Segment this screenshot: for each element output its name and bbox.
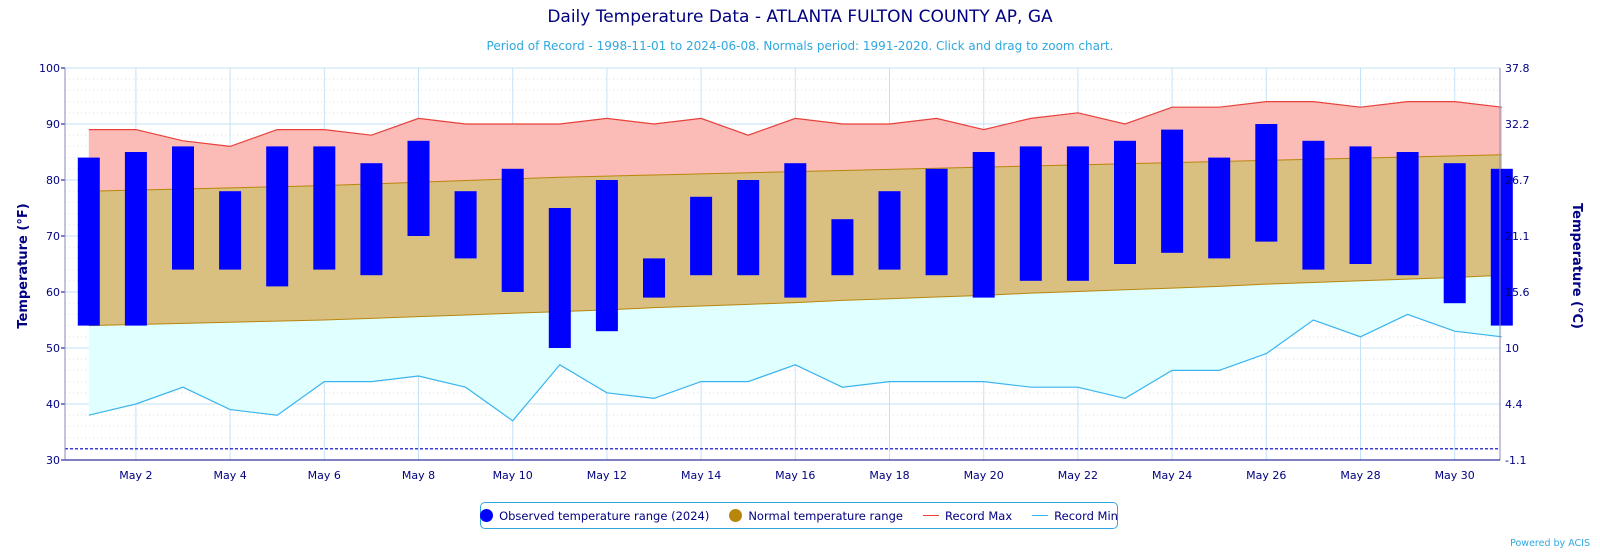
y-tick-label-left: 30 (46, 454, 60, 467)
observed-bar[interactable] (1019, 146, 1042, 281)
observed-bar[interactable] (1161, 129, 1184, 253)
x-tick-label: May 2 (119, 469, 152, 482)
temperature-chart[interactable]: 30 -1.1 40 4.4 50 10 60 15.6 70 21.1 80 26.7 90 32.2 1… (0, 0, 1600, 500)
legend-item-record-max[interactable]: Record Max (922, 508, 1013, 523)
y-tick-label-right: 26.7 (1505, 174, 1530, 187)
observed-bar[interactable] (454, 191, 477, 259)
observed-bar[interactable] (690, 196, 713, 276)
observed-bar[interactable] (784, 163, 807, 298)
observed-bar[interactable] (313, 146, 336, 270)
y-axis-title-left: Temperature (°F) (16, 203, 31, 328)
y-tick-label-left: 70 (46, 230, 60, 243)
legend-normal-marker-icon (729, 509, 743, 522)
record-min-line (88, 313, 1502, 422)
observed-bars[interactable] (77, 124, 1513, 348)
legend-item-normal[interactable]: Normal temperature range (729, 509, 903, 523)
legend-record-max-label: Record Max (944, 508, 1013, 523)
observed-bar[interactable] (407, 140, 430, 236)
legend-record-min-line-icon (1032, 515, 1049, 516)
observed-bar[interactable] (548, 208, 571, 348)
x-tick-label: May 30 (1435, 469, 1475, 482)
x-tick-label: May 14 (681, 469, 721, 482)
observed-bar[interactable] (643, 258, 665, 298)
observed-bar[interactable] (737, 180, 760, 276)
observed-bar[interactable] (266, 146, 289, 287)
y-tick-label-right: 21.1 (1505, 230, 1530, 243)
observed-bar[interactable] (831, 219, 854, 276)
chart-title: Daily Temperature Data - ATLANTA FULTON … (547, 7, 1053, 27)
x-tick-label: May 16 (775, 469, 815, 482)
y-tick-label-right: 37.8 (1505, 62, 1530, 75)
y-tick-label-right: 4.4 (1505, 398, 1523, 411)
observed-bar[interactable] (501, 168, 524, 292)
x-tick-label: May 10 (493, 469, 533, 482)
observed-bar[interactable] (77, 157, 100, 326)
powered-by-link[interactable]: Powered by ACIS (1510, 538, 1590, 549)
legend-observed-marker-icon (480, 509, 494, 522)
y-tick-label-left: 60 (46, 286, 60, 299)
observed-bar[interactable] (1349, 146, 1372, 264)
y-tick-label-left: 90 (46, 118, 60, 131)
observed-bar[interactable] (219, 191, 242, 270)
observed-bar[interactable] (172, 146, 194, 270)
observed-bar[interactable] (1302, 140, 1325, 270)
legend-item-observed[interactable]: Observed temperature range (2024) (480, 509, 709, 523)
record-max-line (88, 100, 1502, 148)
observed-bar[interactable] (972, 152, 995, 298)
x-tick-label: May 18 (869, 469, 909, 482)
legend-record-min-label: Record Min (1054, 508, 1118, 523)
observed-bar[interactable] (1255, 124, 1278, 242)
observed-bar[interactable] (925, 168, 948, 276)
y-tick-label-left: 40 (46, 398, 60, 411)
legend: Observed temperature range (2024) Normal… (480, 502, 1118, 529)
y-tick-label-left: 80 (46, 174, 60, 187)
y-tick-label-left: 50 (46, 342, 60, 355)
y-tick-label-right: 32.2 (1505, 118, 1530, 131)
normal-low-line (88, 274, 1502, 327)
x-tick-label: May 6 (308, 469, 341, 482)
observed-bar[interactable] (360, 163, 383, 276)
legend-item-record-min[interactable]: Record Min (1032, 509, 1118, 523)
legend-normal-label: Normal temperature range (748, 508, 903, 523)
observed-bar[interactable] (1066, 146, 1089, 281)
x-tick-label: May 8 (402, 469, 435, 482)
observed-bar[interactable] (595, 180, 618, 332)
record-max-area (88, 101, 1502, 192)
legend-observed-label: Observed temperature range (2024) (499, 508, 710, 523)
observed-bar[interactable] (1114, 140, 1136, 264)
y-axis-title-right: Temperature (°C) (1569, 203, 1584, 329)
y-tick-label-right: -1.1 (1505, 454, 1526, 467)
x-tick-label: May 20 (964, 469, 1004, 482)
observed-bar[interactable] (878, 191, 901, 270)
x-tick-label: May 24 (1152, 469, 1192, 482)
legend-record-max-line-icon (922, 515, 939, 516)
x-tick-label: May 12 (587, 469, 627, 482)
y-tick-label-right: 10 (1505, 342, 1519, 355)
x-tick-label: May 4 (213, 469, 246, 482)
observed-bar[interactable] (1396, 152, 1419, 276)
chart-subtitle: Period of Record - 1998-11-01 to 2024-06… (486, 39, 1114, 53)
y-tick-label-left: 100 (39, 62, 60, 75)
observed-bar[interactable] (1490, 168, 1513, 326)
observed-bar[interactable] (1208, 157, 1231, 259)
range-areas (65, 100, 1502, 450)
observed-bar[interactable] (124, 152, 147, 326)
x-tick-label: May 26 (1246, 469, 1286, 482)
x-tick-label: May 28 (1340, 469, 1380, 482)
axes: 30 -1.1 40 4.4 50 10 60 15.6 70 21.1 80 26.7 90 32.2 1… (39, 62, 1530, 482)
y-tick-label-right: 15.6 (1505, 286, 1530, 299)
x-tick-label: May 22 (1058, 469, 1098, 482)
observed-bar[interactable] (1443, 163, 1466, 304)
record-min-area (88, 275, 1502, 421)
